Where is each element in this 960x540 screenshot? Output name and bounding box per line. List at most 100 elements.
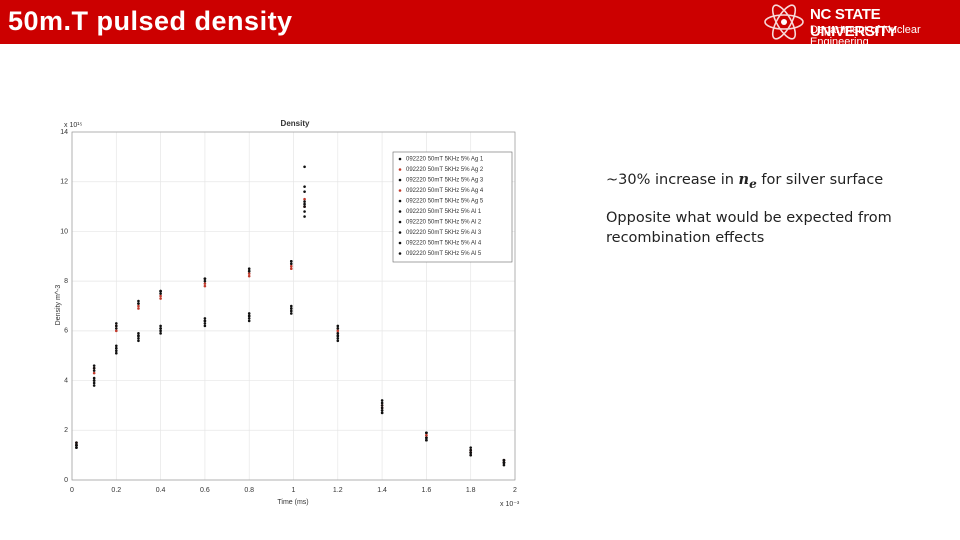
data-point [303, 202, 306, 206]
legend-label: 092220 50mT 5KHz 5% Al 1 [406, 209, 482, 215]
data-point [502, 458, 506, 462]
legend-label: 092220 50mT 5KHz 5% Al 3 [406, 230, 482, 236]
x-tick-label: 1.8 [466, 487, 476, 494]
data-point [303, 215, 306, 218]
data-point [336, 337, 340, 340]
data-point [203, 322, 207, 325]
data-point [115, 329, 118, 333]
data-point [159, 294, 162, 298]
data-point [115, 349, 118, 353]
data-point [137, 302, 140, 305]
data-point [289, 267, 293, 271]
data-point [247, 319, 251, 323]
data-point [137, 334, 140, 338]
data-point [159, 332, 162, 335]
data-point [115, 327, 118, 330]
data-point [303, 210, 306, 213]
x-tick-label: 1 [292, 487, 296, 494]
legend-marker [398, 189, 402, 192]
data-point [115, 324, 118, 328]
data-point [247, 272, 251, 275]
y-tick-label: 12 [60, 179, 68, 186]
data-point [380, 406, 384, 410]
data-point [336, 327, 340, 330]
x-tick-label: 1.6 [422, 487, 432, 494]
logo-name: NC STATE UNIVERSITY [810, 6, 898, 40]
y-tick-label: 8 [64, 278, 68, 285]
data-point [92, 381, 96, 385]
data-point [247, 267, 251, 271]
legend-marker [398, 210, 402, 213]
data-point [289, 262, 293, 266]
y-tick-label: 10 [60, 228, 68, 235]
data-point [137, 339, 140, 343]
legend-label: 092220 50mT 5KHz 5% Ag 4 [406, 188, 484, 194]
bullet-text: Opposite what would be expected from rec… [606, 209, 892, 246]
data-point [115, 351, 118, 355]
legend-label: 092220 50mT 5KHz 5% Al 2 [406, 220, 482, 226]
legend-marker [398, 157, 402, 161]
slide-title: 50m.T pulsed density [8, 6, 293, 36]
legend-label: 092220 50mT 5KHz 5% Ag 5 [406, 199, 484, 205]
x-axis-label: Time (ms) [277, 499, 308, 506]
x-tick-label: 1.4 [377, 487, 387, 494]
data-point [203, 279, 207, 283]
bullet-text: for silver surface [756, 172, 884, 188]
data-point [159, 329, 162, 333]
data-point [303, 185, 306, 188]
data-point [247, 317, 251, 320]
data-point [303, 190, 306, 193]
legend-marker [398, 199, 402, 203]
header-bar [0, 0, 960, 44]
data-point [289, 309, 293, 313]
data-point [203, 282, 207, 285]
data-point [425, 431, 428, 435]
data-point [159, 327, 162, 330]
y-tick-label: 6 [64, 328, 68, 335]
data-point [115, 344, 118, 348]
data-point [336, 332, 340, 335]
data-point [247, 274, 251, 278]
data-point [92, 379, 96, 382]
data-point [502, 463, 506, 467]
data-point [380, 399, 384, 402]
legend-label: 092220 50mT 5KHz 5% Al 4 [406, 241, 482, 247]
data-point [137, 299, 140, 303]
data-point [159, 289, 162, 293]
x-tick-label: 0.2 [111, 487, 121, 494]
data-point [336, 339, 340, 343]
data-point [159, 292, 162, 295]
data-point [92, 366, 96, 370]
data-point [247, 312, 251, 315]
data-point [115, 346, 118, 350]
data-point [75, 441, 78, 445]
legend-label: 092220 50mT 5KHz 5% Ag 3 [406, 178, 484, 184]
data-point [159, 297, 162, 300]
x-tick-label: 1.2 [333, 487, 343, 494]
data-point [303, 200, 306, 203]
data-point [380, 411, 384, 415]
legend-box [392, 151, 513, 263]
data-point [425, 436, 428, 440]
data-point [92, 371, 96, 375]
data-point [137, 337, 140, 340]
data-point [289, 264, 293, 268]
x-tick-label: 0 [70, 487, 74, 494]
math-symbol: n [738, 171, 750, 188]
data-point [289, 307, 293, 310]
data-point [469, 448, 473, 452]
data-point [469, 446, 473, 449]
data-point [289, 312, 293, 315]
data-point [247, 314, 251, 318]
x-tick-label: 0.4 [156, 487, 166, 494]
y-tick-label: 0 [64, 477, 68, 484]
data-point [92, 384, 96, 387]
data-point [203, 317, 207, 320]
y-tick-label: 14 [60, 129, 68, 136]
data-point [469, 451, 473, 454]
legend-marker [398, 231, 402, 234]
plot-frame [71, 131, 516, 481]
data-point [502, 461, 506, 464]
data-point [425, 438, 428, 442]
